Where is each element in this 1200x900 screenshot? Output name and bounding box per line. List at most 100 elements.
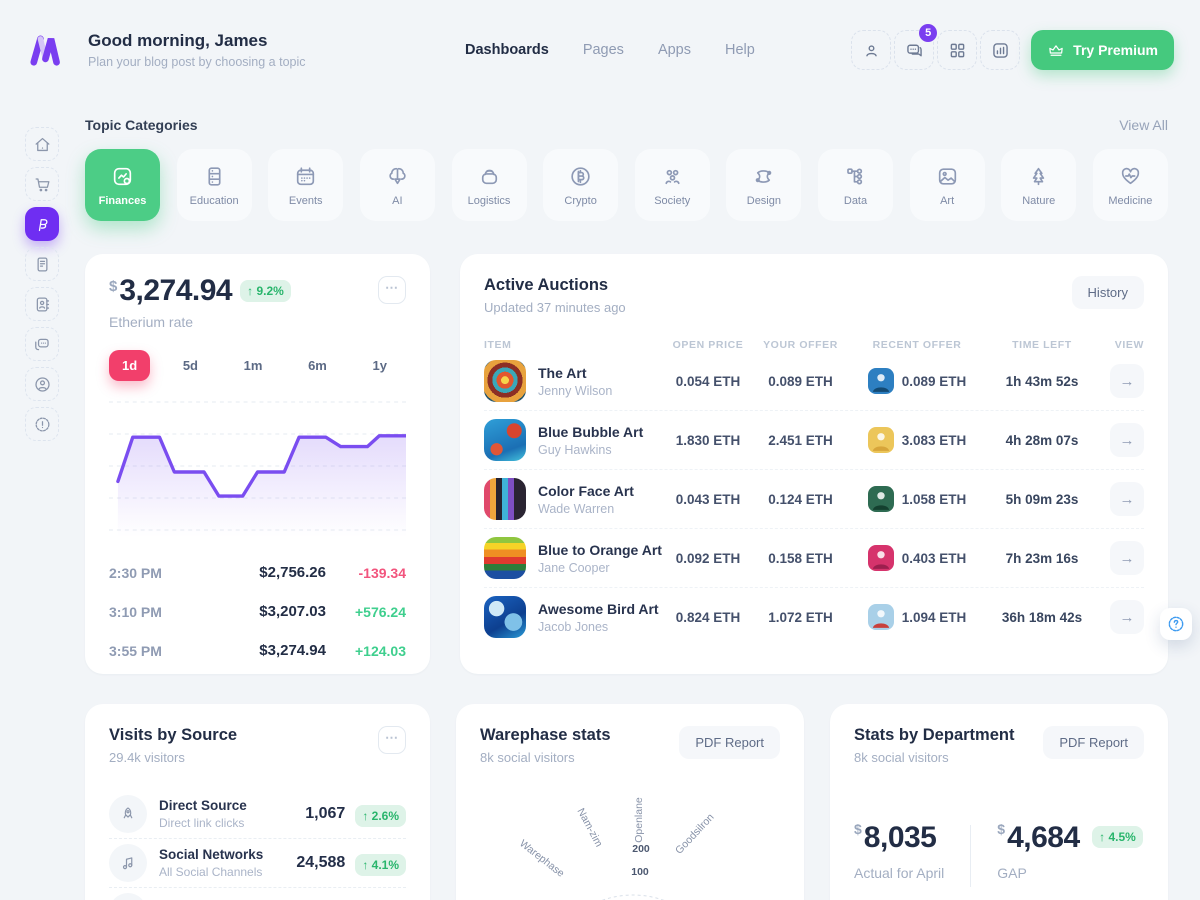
artwork-name: Blue to Orange Art: [538, 541, 662, 558]
topic-label: Logistics: [467, 194, 511, 207]
artwork-thumbnail: [484, 478, 526, 520]
recent-offer: 0.403 ETH: [901, 550, 967, 566]
source-desc: All Social Channels: [159, 865, 263, 879]
topic-education[interactable]: Education: [176, 149, 252, 221]
view-auction-button[interactable]: →: [1110, 423, 1144, 457]
svg-text:Openlane: Openlane: [633, 797, 645, 843]
source-name: Direct Source: [159, 797, 247, 813]
ai-icon: [385, 164, 410, 189]
visits-menu-button[interactable]: ⋯: [378, 726, 406, 754]
try-premium-button[interactable]: Try Premium: [1031, 30, 1174, 70]
sidebar-item-cart[interactable]: [25, 167, 59, 201]
view-auction-button[interactable]: →: [1110, 541, 1144, 575]
source-value: 1,067: [305, 804, 346, 822]
greeting-block: Good morning, James Plan your blog post …: [88, 31, 306, 69]
recent-offer: 1.058 ETH: [901, 491, 967, 507]
auction-row-blue-bubble-art: Blue Bubble Art Guy Hawkins 1.830 ETH 2.451…: [484, 410, 1144, 469]
view-auction-button[interactable]: →: [1110, 482, 1144, 516]
department-pdf-report-button[interactable]: PDF Report: [1043, 726, 1144, 759]
topic-medicine[interactable]: Medicine: [1092, 149, 1168, 221]
topic-art[interactable]: Art: [909, 149, 985, 221]
time-left: 5h 09m 23s: [1005, 491, 1079, 507]
app-header: Good morning, James Plan your blog post …: [0, 0, 1200, 100]
recent-offer: 3.083 ETH: [901, 432, 967, 448]
svg-text:Goodsilron: Goodsilron: [673, 811, 717, 856]
etherium-range-tabs: 1d 5d 1m 6m 1y: [109, 350, 406, 381]
sidebar-item-messages[interactable]: [25, 327, 59, 361]
nav-apps[interactable]: Apps: [657, 42, 691, 58]
messages-button[interactable]: 5: [894, 24, 938, 70]
topic-society[interactable]: Society: [634, 149, 710, 221]
main-nav: Dashboards Pages Apps Help: [465, 42, 755, 58]
history-button[interactable]: History: [1071, 276, 1144, 309]
stats-by-department-card: Stats by Department 8k social visitors P…: [830, 704, 1168, 900]
column-header-open-price: OPEN PRICE: [672, 339, 744, 351]
stats-button[interactable]: [980, 30, 1021, 70]
topic-label: Design: [746, 194, 781, 207]
sidebar-item-payments[interactable]: [25, 207, 59, 241]
sidebar-item-home[interactable]: [25, 127, 59, 161]
artwork-thumbnail: [484, 537, 526, 579]
mail-icon: [109, 893, 147, 900]
topic-design[interactable]: Design: [726, 149, 802, 221]
topic-categories: Finances Education Events AI Logistics Crypto…: [85, 149, 1168, 221]
bidder-avatar: [867, 604, 894, 630]
nav-help[interactable]: Help: [725, 42, 755, 58]
view-auction-button[interactable]: →: [1110, 600, 1144, 634]
department-subtitle: 8k social visitors: [854, 750, 949, 765]
main-content: Topic Categories View All Finances Educat…: [85, 115, 1168, 900]
recent-offer: 0.089 ETH: [901, 373, 967, 389]
artwork-author: Jane Cooper: [538, 560, 610, 575]
visit-source-row-social-networks: Social Networks All Social Channels 24,588…: [109, 838, 406, 887]
range-tab-5d[interactable]: 5d: [182, 358, 198, 373]
view-auction-button[interactable]: →: [1110, 364, 1144, 398]
sidebar-item-contacts[interactable]: [25, 287, 59, 321]
topic-finances[interactable]: Finances: [85, 149, 160, 221]
etherium-menu-button[interactable]: ⋯: [378, 276, 406, 304]
stats-icon: [990, 40, 1011, 61]
your-offer: 0.124 ETH: [768, 491, 833, 507]
range-tab-6m[interactable]: 6m: [308, 358, 327, 373]
actual-value: 8,035: [863, 821, 937, 854]
nav-dashboards[interactable]: Dashboards: [465, 42, 549, 58]
price-time: 2:30 PM: [109, 564, 162, 581]
topic-data[interactable]: Data: [818, 149, 893, 221]
nav-pages[interactable]: Pages: [582, 42, 624, 58]
topic-label: Data: [843, 194, 868, 207]
range-tab-1y[interactable]: 1y: [372, 358, 387, 373]
user-circle-icon: [33, 375, 52, 394]
active-auctions-card: Active Auctions Updated 37 minutes ago H…: [460, 254, 1168, 674]
user-icon: [861, 40, 882, 61]
visits-by-source-card: Visits by Source 29.4k visitors ⋯ Direct…: [85, 704, 430, 900]
svg-text:200: 200: [632, 843, 650, 855]
grid-button[interactable]: [937, 30, 978, 70]
topic-ai[interactable]: AI: [359, 149, 435, 221]
etherium-change-badge: ↑ 9.2%: [240, 280, 291, 302]
greeting-subtitle: Plan your blog post by choosing a topic: [88, 55, 306, 69]
topic-logistics[interactable]: Logistics: [451, 149, 527, 221]
sidebar-item-account[interactable]: [25, 367, 59, 401]
society-icon: [660, 164, 685, 189]
column-header-your-offer: YOUR OFFER: [763, 339, 838, 351]
medicine-icon: [1118, 164, 1143, 189]
open-price: 0.043 ETH: [675, 491, 741, 507]
topic-crypto[interactable]: Crypto: [543, 149, 619, 221]
contacts-icon: [33, 295, 52, 314]
time-left: 36h 18m 42s: [1001, 609, 1083, 625]
artwork-thumbnail: [484, 419, 526, 461]
user-button[interactable]: [851, 30, 892, 70]
open-price: 0.054 ETH: [675, 373, 741, 389]
sidebar-item-alerts[interactable]: [25, 407, 59, 441]
currency-symbol: $: [109, 278, 118, 295]
topic-events[interactable]: Events: [268, 149, 344, 221]
sidebar-item-invoices[interactable]: [25, 247, 59, 281]
source-change-badge: ↑ 4.1%: [355, 854, 406, 876]
range-tab-1d[interactable]: 1d: [109, 350, 151, 381]
messages-icon: [904, 40, 925, 61]
topic-nature[interactable]: Nature: [1001, 149, 1077, 221]
help-button[interactable]: [1160, 608, 1192, 640]
range-tab-1m[interactable]: 1m: [243, 358, 263, 373]
view-all-link[interactable]: View All: [1119, 117, 1168, 133]
warephase-pdf-report-button[interactable]: PDF Report: [679, 726, 780, 759]
auction-row-blue-to-orange-art: Blue to Orange Art Jane Cooper 0.092 ETH 0.…: [484, 528, 1144, 587]
